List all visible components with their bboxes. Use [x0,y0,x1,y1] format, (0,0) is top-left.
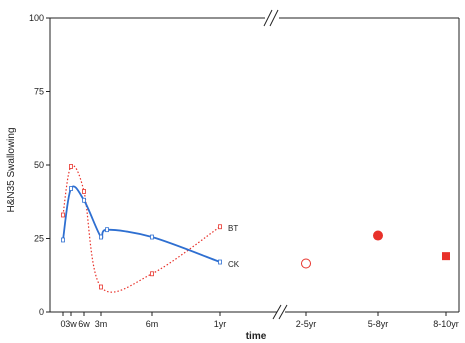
y-tick-label: 100 [29,13,44,23]
series-point-ck [99,234,103,240]
x-tick-label: 3m [95,319,108,329]
y-tick-label: 75 [34,87,44,97]
series-point-ck [150,234,154,240]
series-point-bt [69,164,73,169]
late-followup-points [301,230,450,269]
axis-break-bottom-1 [272,304,282,320]
series-point-ck [218,259,222,265]
series-point-bt [218,224,222,230]
y-tick-label: 25 [34,234,44,244]
series-point-ck [82,197,86,203]
y-tick-label: 50 [34,160,44,170]
series-point-bt [61,212,65,218]
y-axis-ticks: 0 25 50 75 100 [29,13,50,317]
late-point-2-5yr [301,258,311,269]
series-point-bt [99,284,103,290]
axis-break-top-2 [269,9,279,27]
axis-break-top-1 [263,9,273,27]
x-tick-label: 6m [146,319,159,329]
series-point-bt [150,271,154,277]
series-point-ck [61,237,65,243]
x-tick-label: 5-8yr [368,319,389,329]
late-point-5-8yr [373,230,383,241]
series-label-ck: CK [228,260,240,269]
x-tick-label: 2-5yr [296,319,317,329]
x-tick-label: 3w [65,319,77,329]
axis-break-mask-bottom [277,306,285,318]
y-axis-title: H&N35 Swallowing [6,127,17,212]
series-layer [61,164,222,293]
y-tick-label: 0 [39,307,44,317]
series-line-ck [62,185,221,263]
series-label-bt: BT [228,224,238,233]
x-tick-label: 6w [78,319,90,329]
series-point-ck [105,227,109,233]
x-tick-label: 1yr [214,319,227,329]
series-point-bt [82,189,86,194]
series-point-ck [69,186,73,191]
x-tick-label: 8-10yr [433,319,459,329]
x-tick-label: 0 [60,319,65,329]
late-point-8-10yr [442,252,450,261]
series-line-bt [62,164,221,293]
x-axis-ticks: 0 3w 6w 3m 6m 1yr 2-5yr 5-8yr 8-10yr [60,312,459,329]
x-axis-title: time [246,331,267,342]
axis-break-bottom-2 [278,304,288,320]
chart-axes [49,9,460,320]
